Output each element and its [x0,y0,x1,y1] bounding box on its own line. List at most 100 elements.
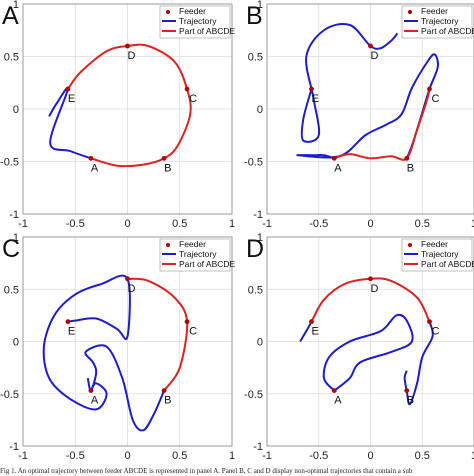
x-tick-label: 1 [229,450,235,462]
panel-letter: D [246,235,264,263]
panel-c: -1 -0.5 0 0.5 1 -1 -0.5 0 0.5 1 A B C D E C FeederTrajec… [0,232,236,462]
feeder-marker-c [427,319,432,325]
legend-feeder-marker [408,10,412,14]
feeder-label-b: B [164,395,171,407]
feeder-marker-b [161,388,167,394]
legend-label: Feeder [421,239,448,249]
feeder-marker-e [65,86,71,92]
legend-label: Trajectory [179,16,217,26]
feeder-label-a: A [334,395,342,407]
axes-box [22,3,233,215]
feeder-marker-e [309,86,314,92]
feeder-marker-b [404,155,410,161]
x-tick-label: 1 [471,218,474,230]
axes-box [266,236,474,447]
feeder-label-b: B [407,395,414,407]
feeder-marker-d [368,276,373,282]
axes-box [266,3,474,215]
x-tick-label: -1 [262,218,272,230]
y-tick-label: 1 [257,232,263,244]
panel-letter: B [246,2,263,30]
feeder-marker-e [65,319,71,325]
feeder-marker-a [331,388,337,394]
y-tick-label: 1 [257,0,263,11]
legend-label: Part of ABCDE [179,259,236,269]
feeder-marker-b [404,388,410,394]
legend-label: Feeder [179,239,206,249]
feeder-label-b: B [164,162,171,174]
feeder-label-d: D [371,50,379,62]
x-tick-label: 0.5 [415,218,430,230]
legend-label: Part of ABCDE [421,26,474,36]
y-tick-label: 0 [13,104,19,116]
figure-caption: Fig 1. An optimal trajectory between fee… [0,467,413,475]
x-tick-label: 0.5 [415,450,430,462]
feeder-marker-c [427,86,432,92]
y-tick-label: 1 [13,232,19,244]
x-tick-label: 0 [367,218,373,230]
trajectory-line [48,86,92,160]
y-tick-label: 0.5 [4,284,19,296]
x-tick-label: -0.5 [66,218,85,230]
legend-feeder-marker [408,243,412,247]
feeder-label-e: E [68,93,75,105]
legend-feeder-marker [166,10,170,14]
feeder-marker-c [184,319,190,325]
trajectory-line [42,274,131,411]
feeder-label-c: C [189,326,197,338]
panel-letter: A [2,2,19,30]
panel-d: -1 -0.5 0 0.5 1 -1 -0.5 0 0.5 1 A B C D E D FeederTrajec… [244,232,474,462]
feeder-label-d: D [371,283,379,295]
abcde-line [333,88,431,161]
feeder-marker-d [125,43,130,49]
feeder-label-b: B [407,162,414,174]
y-tick-label: 1 [13,0,19,11]
feeder-label-d: D [128,50,136,62]
x-tick-label: -1 [18,218,28,230]
legend-label: Part of ABCDE [421,259,474,269]
x-tick-label: 0 [367,450,373,462]
y-tick-label: 0 [257,337,263,349]
abcde-line [67,43,192,168]
feeder-marker-a [331,155,337,161]
x-tick-label: 0.5 [172,218,187,230]
feeder-label-a: A [334,162,342,174]
x-tick-label: -0.5 [66,450,85,462]
y-tick-label: -0.5 [244,157,263,169]
x-tick-label: -1 [262,450,272,462]
y-tick-label: -0.5 [0,157,19,169]
feeder-marker-d [368,43,373,49]
feeder-marker-a [88,155,94,161]
x-tick-label: -0.5 [309,218,328,230]
feeder-label-a: A [91,162,99,174]
panel-letter: C [2,235,20,263]
trajectory-line [299,321,313,343]
feeder-label-d: D [128,283,136,295]
y-tick-label: 0 [257,104,263,116]
x-tick-label: 0.5 [172,450,187,462]
x-tick-label: 0 [124,450,130,462]
feeder-label-e: E [312,326,319,338]
feeder-label-c: C [431,93,439,105]
feeder-label-a: A [91,395,99,407]
feeder-label-c: C [431,326,439,338]
legend-label: Feeder [421,6,448,16]
y-tick-label: -1 [9,209,19,221]
x-tick-label: 0 [124,218,130,230]
x-tick-label: 1 [471,450,474,462]
y-tick-label: -1 [9,441,19,453]
y-tick-label: 0.5 [4,52,19,64]
legend-label: Trajectory [421,16,459,26]
legend-label: Trajectory [179,249,217,259]
legend-label: Trajectory [421,249,459,259]
trajectory-line [322,313,414,392]
y-tick-label: -1 [253,441,263,453]
y-tick-label: -0.5 [0,389,19,401]
feeder-marker-b [161,155,167,161]
abcde-line [127,277,189,392]
y-tick-label: 0.5 [248,284,263,296]
